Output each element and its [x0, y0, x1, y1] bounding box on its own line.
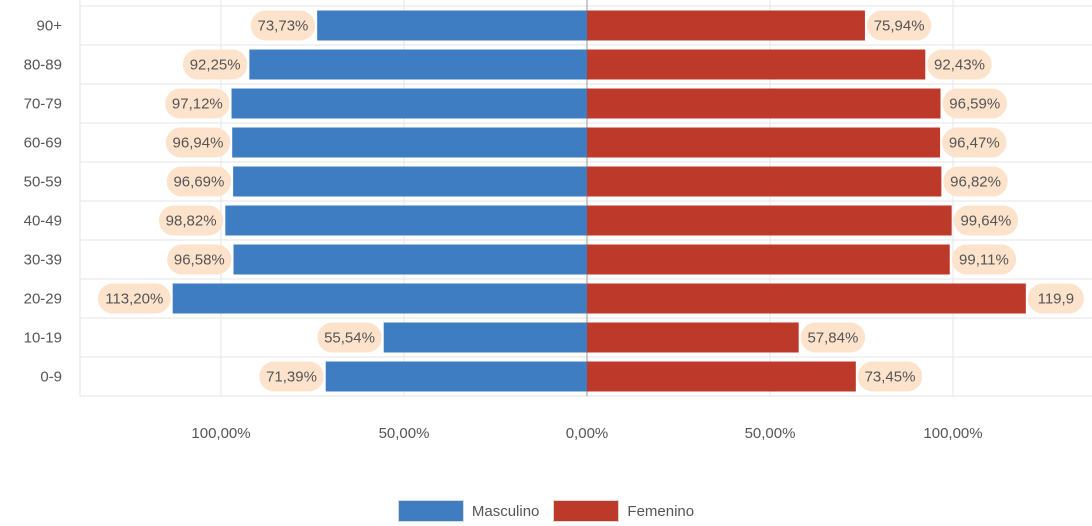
data-label-bubble	[953, 205, 1019, 236]
category-label: 70-79	[24, 96, 62, 113]
data-label: 96,59%	[949, 96, 1000, 113]
data-label: 96,47%	[949, 135, 1000, 152]
data-label-bubble	[927, 49, 992, 80]
legend-item-femenino[interactable]: Femenino	[553, 500, 694, 522]
data-label: 96,58%	[174, 252, 225, 269]
data-label: 57,84%	[807, 330, 858, 347]
legend-item-masculino[interactable]: Masculino	[397, 500, 540, 522]
data-label: 99,11%	[959, 252, 1009, 269]
data-label-bubble	[166, 166, 232, 197]
category-label: 0-9	[40, 369, 62, 386]
category-label: 60-69	[24, 135, 62, 152]
bar-femenino	[587, 88, 941, 119]
data-label: 119,9	[1038, 291, 1074, 308]
data-label-bubble	[250, 10, 316, 41]
bar-masculino	[231, 88, 587, 119]
data-label-bubble	[317, 322, 382, 353]
data-label-bubble	[942, 127, 1007, 158]
data-label-bubble	[182, 49, 248, 80]
data-label-bubble	[167, 244, 232, 275]
data-label: 113,20%	[105, 291, 163, 308]
bar-femenino	[587, 322, 799, 353]
bar-masculino	[249, 49, 588, 80]
bar-femenino	[587, 10, 865, 41]
category-label: 40-49	[24, 213, 62, 230]
data-label: 73,73%	[258, 18, 309, 35]
data-label: 73,45%	[865, 369, 916, 386]
data-label: 99,64%	[960, 213, 1011, 230]
data-label-bubble	[942, 88, 1007, 119]
legend-swatch-femenino	[553, 500, 620, 522]
bar-masculino	[233, 244, 587, 275]
data-label: 92,43%	[934, 57, 985, 74]
category-label: 80-89	[24, 57, 62, 74]
data-label: 96,94%	[173, 135, 224, 152]
bar-femenino	[587, 205, 952, 236]
data-label-bubble	[951, 244, 1017, 275]
x-tick-label: 50,00%	[745, 425, 796, 442]
bar-masculino	[225, 205, 588, 236]
bar-femenino	[587, 49, 926, 80]
x-tick-label: 50,00%	[379, 425, 430, 442]
data-label-bubble	[165, 127, 231, 158]
bar-femenino	[587, 283, 1026, 314]
bar-masculino	[325, 361, 587, 392]
data-label: 96,69%	[173, 174, 224, 191]
bar-masculino	[383, 322, 587, 353]
x-tick-label: 0,00%	[566, 425, 609, 442]
x-tick-label: 100,00%	[191, 425, 250, 442]
category-label: 30-39	[24, 252, 62, 269]
data-label: 75,94%	[874, 18, 925, 35]
data-label: 71,39%	[266, 369, 317, 386]
bar-femenino	[587, 244, 950, 275]
data-label: 92,25%	[190, 57, 241, 74]
data-label-bubble	[165, 88, 230, 119]
data-label: 97,12%	[172, 96, 223, 113]
data-label-bubble	[1027, 283, 1084, 314]
data-label-bubble	[158, 205, 224, 236]
legend-label-femenino: Femenino	[627, 502, 695, 520]
data-label-bubble	[259, 361, 324, 392]
data-label: 55,54%	[324, 330, 375, 347]
category-label: 10-19	[24, 330, 62, 347]
data-label-bubble	[866, 10, 932, 41]
legend-label-masculino: Masculino	[471, 502, 540, 520]
category-label: 50-59	[24, 174, 62, 191]
bar-femenino	[587, 361, 856, 392]
bar-femenino	[587, 127, 941, 158]
bar-masculino	[172, 283, 588, 314]
data-label-bubble	[857, 361, 923, 392]
legend-swatch-masculino	[397, 500, 464, 522]
data-label-bubble	[943, 166, 1008, 197]
bar-masculino	[233, 166, 587, 197]
data-label: 98,82%	[166, 213, 217, 230]
bar-masculino	[317, 10, 587, 41]
bar-femenino	[587, 166, 942, 197]
bar-masculino	[232, 127, 588, 158]
data-label: 96,82%	[950, 174, 1001, 191]
category-label: 20-29	[24, 291, 62, 308]
category-label: 90+	[37, 18, 63, 35]
legend: Masculino Femenino	[0, 500, 1092, 522]
data-label-bubble	[800, 322, 866, 353]
data-label-bubble	[97, 283, 171, 314]
x-tick-label: 100,00%	[923, 425, 982, 442]
